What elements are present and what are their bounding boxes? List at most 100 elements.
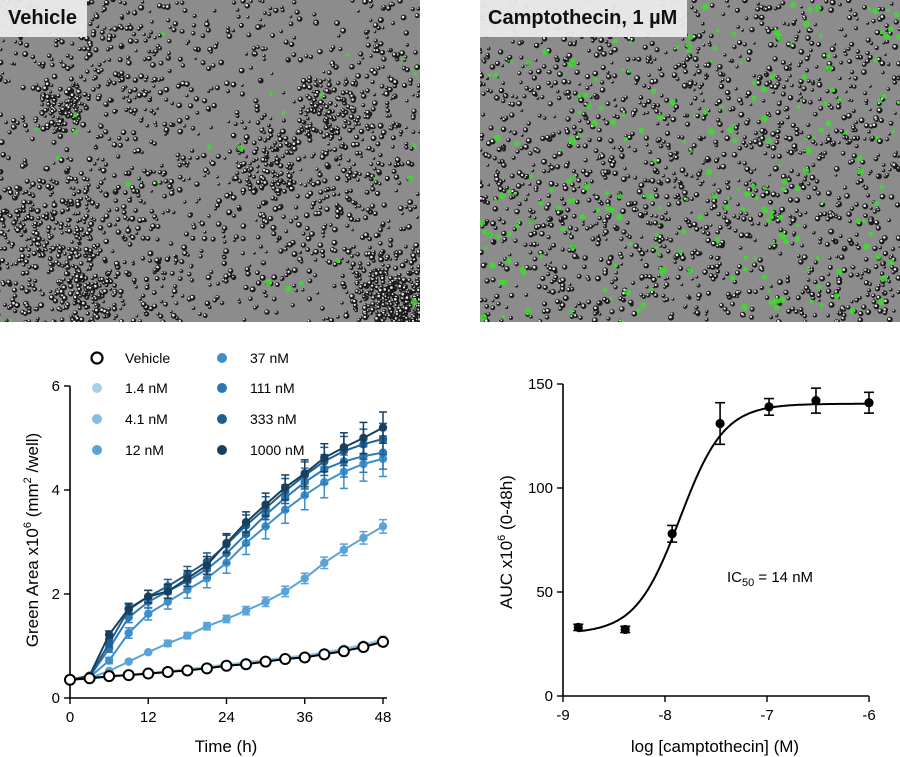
data-point [202, 561, 212, 570]
data-point [378, 423, 388, 432]
dose-response-fit-curve [578, 402, 869, 633]
time-chart-legend: Vehicle 1.4 nM 4.1 nM 12 nM 37 nM 111 nM 333 n… [90, 350, 304, 458]
data-point [222, 538, 231, 548]
x-tick-label: -8 [658, 707, 671, 724]
data-point [357, 641, 370, 654]
data-point [124, 604, 133, 613]
y-tick-label: 0 [545, 688, 553, 705]
legend-label: Vehicle [125, 350, 170, 366]
dose-chart-x-label: log [camptothecin] (M) [631, 737, 799, 756]
data-point [359, 533, 368, 543]
data-point [183, 631, 192, 640]
legend-marker [217, 383, 227, 393]
data-point [279, 653, 292, 665]
y-tick-label: 6 [52, 378, 60, 395]
legend-label: 111 nM [250, 380, 295, 396]
time-chart-y-label: Green Area x106 (mm2 /well) [22, 433, 42, 647]
x-tick-label: -6 [862, 707, 875, 724]
legend-label: 1.4 nM [125, 380, 168, 396]
legend-marker [92, 414, 102, 424]
y-tick-label: 0 [52, 690, 60, 707]
data-point [573, 622, 583, 632]
data-point [241, 518, 251, 527]
legend-item: 111 nM [217, 380, 295, 396]
dose-chart-axes: 0 50 100 150 -9 -8 -7 -6 [528, 376, 876, 724]
x-tick-label: 12 [140, 709, 157, 726]
data-point [202, 622, 212, 631]
data-point [124, 628, 133, 638]
data-point [163, 587, 173, 596]
x-tick-label: 0 [66, 709, 74, 726]
y-tick-label: 4 [52, 482, 60, 499]
legend-label: 333 nM [250, 411, 297, 427]
data-point [144, 592, 153, 601]
legend-item: 4.1 nM [92, 411, 168, 427]
data-point [320, 453, 329, 462]
data-point [240, 658, 253, 671]
data-point [122, 669, 135, 682]
data-point [261, 597, 270, 606]
legend-marker [92, 445, 102, 455]
legend-marker [217, 353, 227, 363]
data-point [300, 469, 309, 478]
data-point [667, 529, 677, 539]
legend-label: 12 nM [125, 442, 164, 458]
ic50-annotation: IC50 = 14 nM [727, 569, 813, 589]
data-point [124, 657, 133, 666]
data-point [142, 667, 155, 680]
data-point [811, 396, 821, 406]
y-tick-label: 50 [536, 584, 553, 601]
data-point [280, 587, 290, 596]
data-point [261, 500, 270, 509]
data-point [715, 418, 725, 429]
data-point [144, 648, 153, 657]
data-point [222, 614, 231, 624]
legend-marker [217, 414, 227, 424]
data-point [298, 651, 311, 664]
camptothecin-micrograph-cells [480, 0, 900, 322]
data-point [378, 522, 388, 531]
data-point [83, 672, 96, 685]
data-point [359, 433, 368, 443]
data-point [161, 666, 174, 678]
series-111-nm [65, 435, 388, 684]
data-point [620, 624, 630, 635]
legend-label: 1000 nM [250, 442, 304, 458]
data-point [864, 398, 874, 408]
legend-item: 37 nM [217, 350, 289, 366]
x-tick-label: 36 [296, 709, 313, 726]
data-point [64, 673, 76, 686]
dose-chart-points [573, 387, 874, 635]
x-tick-label: -7 [760, 707, 773, 724]
data-point [163, 597, 173, 606]
data-point [200, 662, 213, 675]
data-point [181, 664, 194, 677]
time-chart-series [64, 411, 389, 686]
data-point [103, 670, 116, 683]
dose-chart-y-label: AUC x106 (0-48h) [496, 475, 516, 609]
auc-dose-response-chart: 0 50 100 150 -9 -8 -7 -6 IC50 = 14 nM log [camp… [496, 376, 876, 756]
data-point [318, 648, 331, 661]
legend-item: 12 nM [92, 442, 164, 458]
vehicle-micrograph-cells [0, 0, 420, 322]
legend-marker [217, 445, 227, 455]
data-point [320, 558, 329, 567]
camptothecin-image-label: Camptothecin, 1 µM [480, 0, 688, 37]
data-point [764, 402, 774, 412]
y-tick-label: 150 [528, 376, 553, 393]
legend-item: 1.4 nM [92, 380, 168, 396]
data-point [163, 639, 173, 648]
data-point [377, 635, 389, 648]
x-tick-label: 24 [218, 709, 235, 726]
camptothecin-micrograph: Camptothecin, 1 µM [480, 0, 900, 322]
time-chart-x-label: Time (h) [195, 737, 258, 756]
data-point [104, 630, 114, 639]
series-line [69, 638, 384, 681]
legend-label: 4.1 nM [125, 411, 168, 427]
data-point [280, 483, 290, 492]
data-point [220, 659, 233, 672]
data-point [183, 585, 192, 595]
y-tick-label: 100 [528, 480, 553, 497]
